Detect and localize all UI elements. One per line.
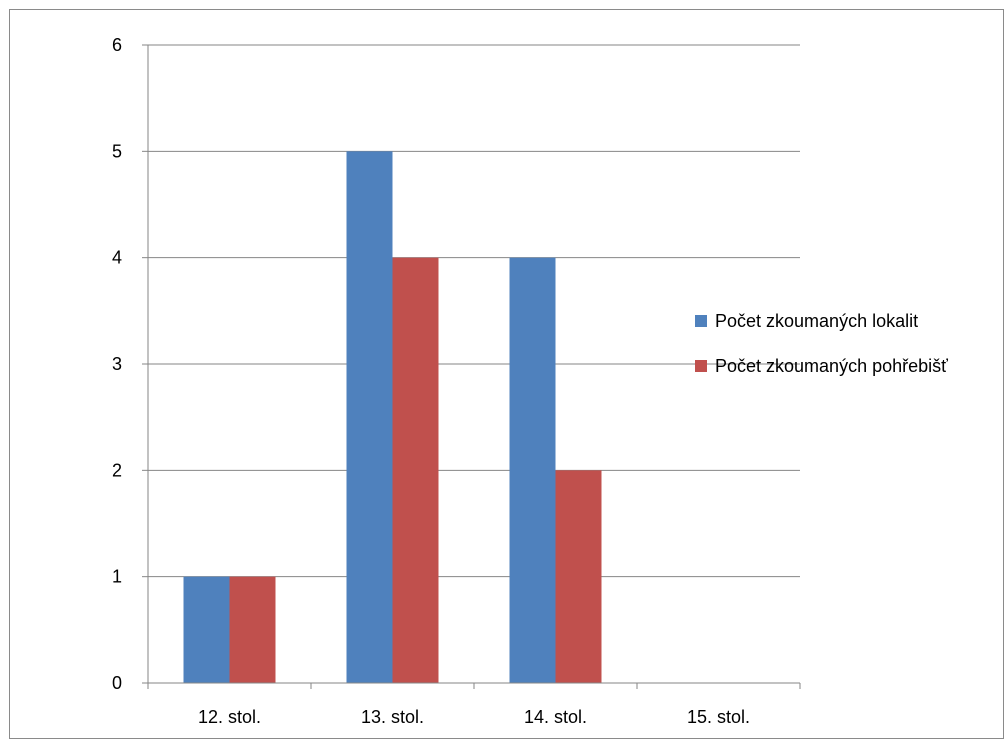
x-tick-label: 12. stol.: [198, 707, 261, 727]
legend-swatch-lokalit: [695, 315, 707, 327]
y-tick-label: 0: [112, 673, 122, 693]
y-tick-label: 2: [112, 460, 122, 480]
x-tick-label: 15. stol.: [687, 707, 750, 727]
legend-swatch-pohrebist: [695, 360, 707, 372]
bar: [183, 576, 230, 683]
legend-item-lokalit: Počet zkoumaných lokalit: [695, 306, 995, 336]
x-tick-label: 13. stol.: [361, 707, 424, 727]
y-tick-label: 3: [112, 354, 122, 374]
bar: [555, 470, 602, 683]
y-tick-label: 1: [112, 567, 122, 587]
bars: [183, 151, 602, 684]
legend: Počet zkoumaných lokalit Počet zkoumanýc…: [695, 306, 995, 396]
x-tick-label: 14. stol.: [524, 707, 587, 727]
tick-labels: 0 1 2 3 4 5 6 12. stol. 13. stol. 14. stol. 15. st…: [112, 35, 750, 727]
legend-label-lokalit: Počet zkoumaných lokalit: [715, 311, 919, 331]
chart-frame: [9, 9, 1004, 739]
bar: [346, 151, 393, 684]
bar: [509, 257, 556, 683]
legend-item-pohrebist: Počet zkoumaných pohřebišť: [695, 351, 965, 381]
legend-label-pohrebist: Počet zkoumaných pohřebišť: [715, 356, 948, 376]
y-tick-label: 6: [112, 35, 122, 55]
bar: [229, 576, 276, 683]
axes: [142, 44, 801, 689]
bar: [392, 257, 439, 683]
y-tick-label: 4: [112, 248, 122, 268]
y-tick-label: 5: [112, 141, 122, 161]
